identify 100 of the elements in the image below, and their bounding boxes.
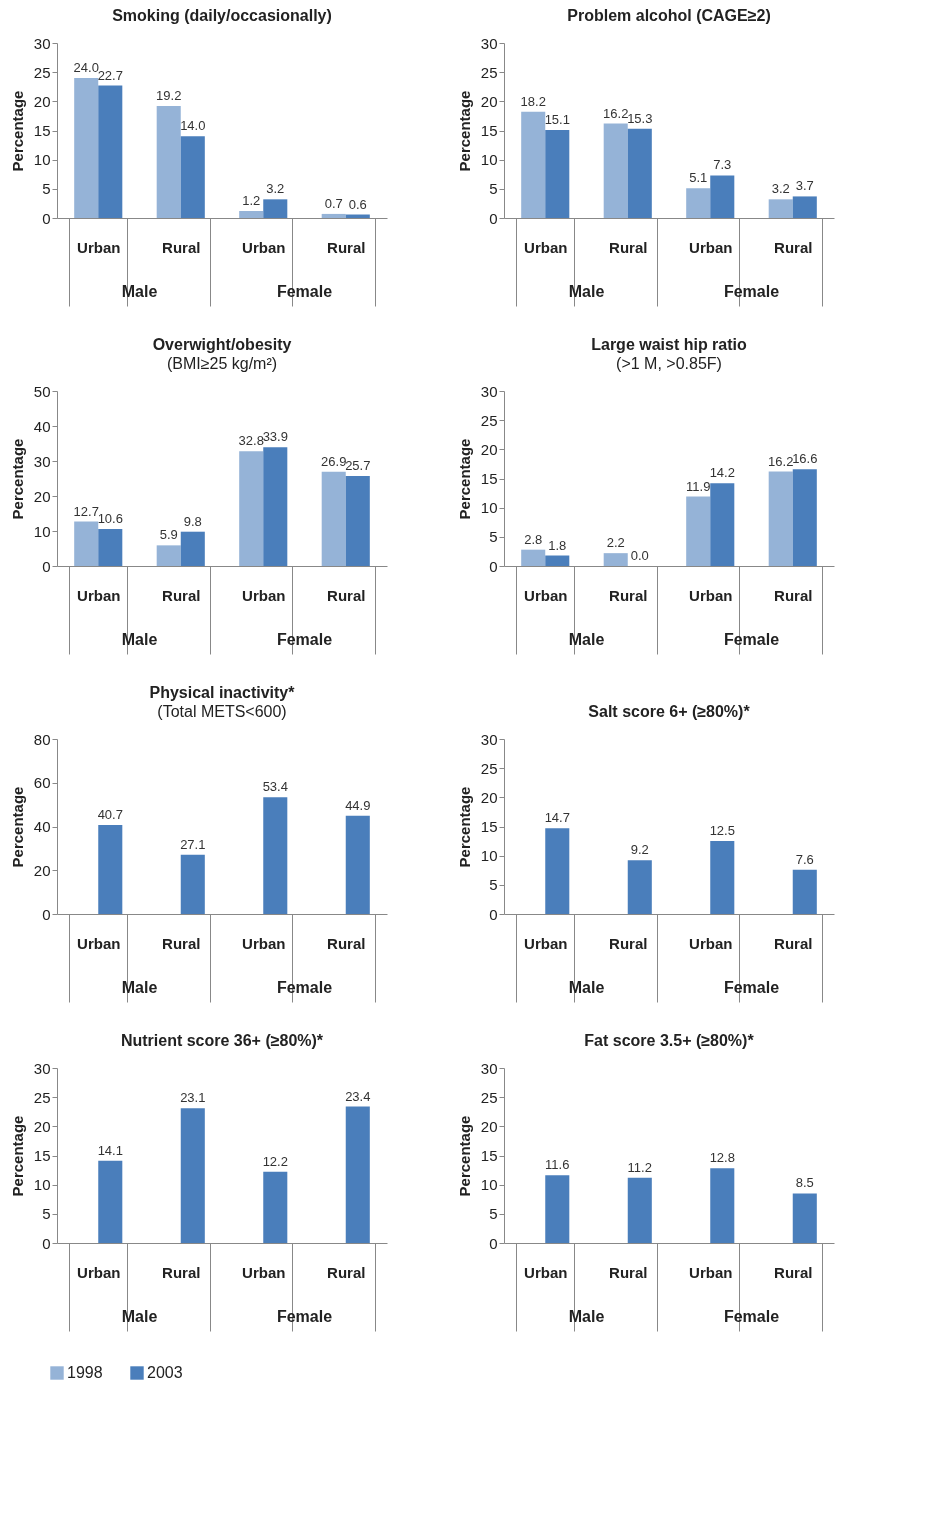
text: Male (121, 631, 158, 648)
y-tick-label: 5 (489, 876, 498, 894)
x-tick-label: Rural (774, 1263, 813, 1281)
bar (263, 1171, 288, 1243)
bar (98, 824, 123, 914)
x-tick-label: Urban (524, 586, 568, 604)
bar (180, 531, 205, 566)
y-tick-label: 15 (480, 470, 498, 487)
bar (98, 1160, 123, 1243)
bar (156, 545, 181, 566)
y-tick-label: 10 (33, 1176, 51, 1194)
y-tick-label: 20 (33, 861, 51, 879)
y-tick-label: 5 (489, 1205, 498, 1223)
text: Male (568, 1308, 605, 1325)
bar (792, 1193, 817, 1243)
x-tick-label: Rural (774, 238, 813, 256)
text: Female (723, 283, 780, 300)
x-tick-label: Rural (774, 934, 813, 952)
x-tick-label: Urban (524, 934, 568, 952)
y-axis-title: Percentage (455, 1115, 473, 1197)
x-tick-label: Urban (689, 1263, 733, 1281)
y-tick-label: 0 (489, 209, 498, 227)
x-tick-label: Rural (162, 586, 201, 604)
y-tick-label: 15 (33, 1147, 51, 1164)
data-label: 5.1 (689, 170, 708, 186)
y-tick-label: 30 (480, 730, 498, 748)
data-label: 44.9 (345, 797, 371, 813)
legend-label: 1998 (67, 1364, 103, 1381)
bar (545, 828, 570, 914)
data-label: 12.5 (709, 823, 735, 839)
y-tick-label: 0 (489, 1234, 498, 1252)
y-axis-title: Percentage (8, 786, 26, 868)
x-tick-label: Urban (689, 238, 733, 256)
x-tick-label: Rural (327, 586, 366, 604)
bar (710, 841, 735, 914)
chart-subtitle: (BMI≥25 kg/m²) (166, 355, 278, 372)
text: Female (723, 979, 780, 996)
data-label: 8.5 (795, 1175, 814, 1191)
bar (545, 1175, 570, 1243)
data-label: 7.3 (713, 157, 732, 173)
x-tick-label: Rural (327, 1263, 366, 1281)
bar (74, 78, 99, 218)
x-tick-label: Rural (327, 238, 366, 256)
y-tick-label: 20 (33, 487, 51, 505)
y-tick-label: 25 (480, 411, 498, 429)
x-tick-label: Urban (77, 238, 121, 256)
bar (321, 471, 346, 566)
chart-title: Fat score 3.5+ (≥80%)* (584, 1032, 755, 1049)
text: Male (568, 631, 605, 648)
text: Male (568, 283, 605, 300)
data-label: 0.7 (324, 195, 343, 211)
x-tick-label: Rural (609, 1263, 648, 1281)
y-tick-label: 30 (480, 1059, 498, 1077)
y-tick-label: 15 (33, 122, 51, 139)
bar (627, 1177, 652, 1243)
data-label: 11.2 (627, 1159, 652, 1175)
y-axis-title: Percentage (8, 90, 26, 172)
x-tick-label: Urban (242, 1263, 286, 1281)
chart-title: Overwight/obesity (152, 336, 292, 353)
bar (98, 528, 123, 566)
bar (98, 85, 123, 218)
y-axis-title: Percentage (455, 438, 473, 520)
data-label: 0.0 (630, 548, 649, 563)
y-tick-label: 30 (33, 1059, 51, 1077)
text: Female (723, 1308, 780, 1325)
x-tick-label: Urban (77, 1263, 121, 1281)
x-tick-label: Urban (242, 934, 286, 952)
legend-label: 2003 (147, 1364, 183, 1381)
y-tick-label: 20 (480, 92, 498, 110)
bar (239, 211, 264, 218)
y-tick-label: 0 (489, 905, 498, 923)
chart-title: Salt score 6+ (≥80%)* (588, 703, 751, 720)
bar (321, 213, 346, 218)
bar (345, 476, 370, 566)
y-tick-label: 60 (33, 774, 51, 792)
text: Female (276, 1308, 333, 1325)
chart-subtitle: (>1 M, >0.85F) (616, 355, 722, 372)
y-tick-label: 0 (42, 209, 51, 227)
data-label: 23.4 (345, 1088, 371, 1104)
y-axis-title: Percentage (455, 786, 473, 868)
y-tick-label: 30 (33, 452, 51, 470)
y-tick-label: 0 (42, 905, 51, 923)
data-label: 11.6 (545, 1157, 570, 1173)
bar (263, 447, 288, 566)
bar (603, 553, 628, 566)
chart-title: Large waist hip ratio (591, 336, 748, 353)
data-label: 12.2 (262, 1153, 288, 1169)
data-label: 5.9 (159, 527, 178, 543)
bar (74, 521, 99, 566)
bar (603, 123, 628, 218)
data-label: 26.9 (321, 453, 347, 469)
y-tick-label: 20 (480, 440, 498, 458)
x-tick-label: Rural (162, 1263, 201, 1281)
text: Male (121, 1308, 158, 1325)
y-tick-label: 25 (33, 63, 51, 81)
x-tick-label: Rural (609, 934, 648, 952)
y-tick-label: 10 (480, 499, 498, 517)
bar (263, 797, 288, 914)
x-tick-label: Urban (524, 238, 568, 256)
data-label: 15.1 (544, 111, 570, 127)
